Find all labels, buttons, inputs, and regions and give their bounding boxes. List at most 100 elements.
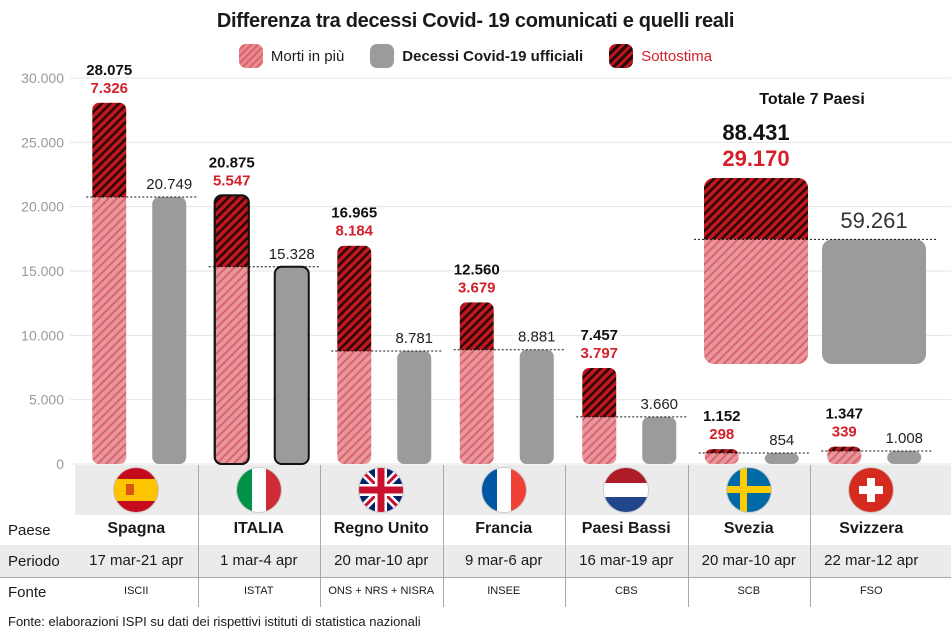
- official-label: 854: [769, 432, 794, 449]
- bar-under: [92, 102, 127, 198]
- bar-official: [519, 349, 554, 464]
- legend-item-official: Decessi Covid-19 ufficiali: [370, 44, 583, 68]
- official-label: 3.660: [640, 396, 678, 413]
- france-flag-icon: [481, 468, 526, 512]
- country-name: Svezia: [723, 520, 774, 537]
- uk-flag-icon: [359, 468, 404, 512]
- country-period: 20 mar-10 apr: [701, 552, 796, 569]
- country-source: CBS: [614, 585, 638, 597]
- total-label: 1.347: [825, 406, 863, 423]
- total-label: 28.075: [86, 62, 132, 79]
- under-label: 5.547: [213, 172, 251, 189]
- source-note: Fonte: elaborazioni ISPI su dati dei ris…: [8, 614, 421, 629]
- country-source: INSEE: [487, 585, 521, 597]
- y-tick-label: 15.000: [21, 263, 64, 279]
- total-panel-total-label: 88.431: [722, 120, 789, 145]
- bar-chart: 0 5.000 10.000 15.000 20.000 25.000 30.000 28.…: [21, 62, 951, 470]
- bar-under: [827, 446, 862, 452]
- y-tick-label: 5.000: [29, 392, 64, 408]
- col-divider: [197, 465, 199, 607]
- bar-official: [764, 453, 799, 464]
- sweden-flag-icon: [726, 468, 771, 512]
- bar-official: [887, 451, 922, 464]
- total-label: 16.965: [331, 205, 377, 222]
- country-period: 20 mar-10 apr: [334, 552, 429, 569]
- country-name: Spagna: [107, 520, 166, 537]
- y-tick-label: 10.000: [21, 327, 64, 343]
- bar-under: [337, 245, 372, 352]
- col-divider: [687, 465, 689, 607]
- row-label-fonte: Fonte: [8, 584, 47, 601]
- bar-under: [214, 195, 249, 267]
- chart-title: Differenza tra decessi Covid- 19 comunic…: [216, 10, 735, 32]
- country-period: 16 mar-19 apr: [579, 552, 674, 569]
- legend-label-official: Decessi Covid-19 ufficiali: [402, 47, 584, 65]
- country-period: 9 mar-6 apr: [464, 552, 543, 569]
- official-label: 15.328: [269, 246, 315, 263]
- bar-under: [704, 449, 739, 454]
- legend-swatch-official: [370, 44, 395, 68]
- legend-item-under: Sottostima: [609, 44, 712, 68]
- country-name: Svizzera: [839, 520, 904, 537]
- official-label: 20.749: [146, 176, 192, 193]
- total-panel-title: Totale 7 Paesi: [759, 91, 865, 108]
- total-label: 20.875: [209, 154, 255, 171]
- bar-official: [397, 351, 432, 464]
- country-source: FSO: [859, 585, 883, 597]
- country-period: 1 mar-4 apr: [219, 552, 298, 569]
- bar-official: [152, 197, 187, 464]
- bar-official: [642, 416, 677, 464]
- country-source: SCB: [737, 585, 761, 597]
- col-divider: [320, 465, 321, 607]
- bar-outline: [213, 194, 250, 466]
- under-label: 298: [709, 426, 734, 443]
- row-label-periodo: Periodo: [8, 553, 60, 570]
- col-divider: [565, 465, 566, 607]
- col-divider: [810, 465, 811, 607]
- bar-under: [459, 302, 494, 350]
- total-label: 7.457: [580, 327, 618, 344]
- legend-label-under: Sottostima: [641, 47, 713, 65]
- official-label: 1.008: [885, 430, 923, 447]
- total-label: 12.560: [454, 261, 500, 278]
- total-label: 1.152: [703, 408, 741, 425]
- official-label: 8.881: [518, 329, 556, 346]
- bar-official: [273, 265, 310, 465]
- y-tick-label: 20.000: [21, 199, 64, 215]
- country-period: 22 mar-12 apr: [824, 552, 919, 569]
- netherlands-flag-icon: [604, 468, 649, 512]
- switzerland-flag-icon: [849, 468, 894, 512]
- legend-item-extra: Morti in più: [238, 44, 345, 68]
- y-tick-label: 0: [56, 456, 64, 470]
- legend-swatch-extra: [238, 44, 263, 68]
- y-tick-label: 25.000: [21, 134, 64, 150]
- under-label: 339: [832, 424, 857, 441]
- row-label-paese: Paese: [8, 522, 51, 539]
- country-name: Regno Unito: [333, 520, 429, 537]
- under-label: 7.326: [90, 80, 128, 97]
- total-bar-under: [704, 178, 808, 240]
- country-name: Francia: [475, 520, 533, 537]
- country-name: Paesi Bassi: [581, 520, 671, 537]
- under-label: 8.184: [335, 223, 373, 240]
- row-divider: [0, 577, 951, 578]
- bar-under: [582, 368, 617, 417]
- y-tick-label: 30.000: [21, 70, 64, 86]
- total-panel-under-label: 29.170: [722, 146, 789, 171]
- legend-label-extra: Morti in più: [270, 47, 345, 65]
- total-bar-official: [822, 239, 926, 364]
- official-label: 8.781: [395, 330, 433, 347]
- italy-flag-icon: [236, 468, 281, 512]
- under-label: 3.797: [580, 345, 618, 362]
- country-source: ONS + NRS + NISRA: [328, 585, 435, 597]
- country-source: ISTAT: [243, 585, 274, 597]
- country-period: 17 mar-21 apr: [89, 552, 184, 569]
- period-row-band: [0, 545, 951, 577]
